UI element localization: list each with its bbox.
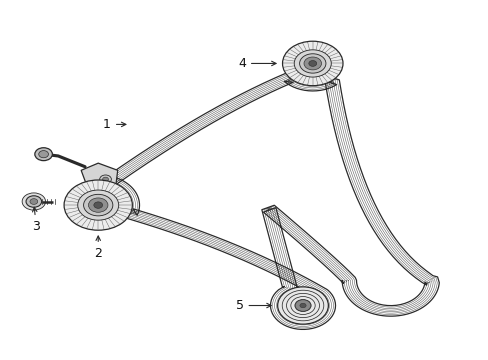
- Text: 1: 1: [103, 118, 125, 131]
- Circle shape: [299, 54, 325, 73]
- Circle shape: [94, 202, 102, 208]
- Circle shape: [22, 193, 45, 210]
- Text: 5: 5: [235, 299, 271, 312]
- Text: 4: 4: [238, 57, 276, 70]
- Circle shape: [308, 60, 316, 66]
- Circle shape: [78, 190, 119, 220]
- Circle shape: [30, 199, 38, 204]
- Circle shape: [88, 198, 108, 212]
- Text: 3: 3: [32, 207, 40, 233]
- Circle shape: [102, 177, 108, 181]
- Circle shape: [100, 175, 111, 184]
- Circle shape: [35, 148, 52, 161]
- Text: 2: 2: [94, 236, 102, 260]
- Circle shape: [282, 41, 342, 86]
- Circle shape: [295, 300, 310, 311]
- Circle shape: [304, 57, 321, 70]
- Polygon shape: [81, 163, 118, 190]
- Circle shape: [294, 50, 330, 77]
- Circle shape: [64, 180, 132, 230]
- Circle shape: [299, 303, 305, 308]
- Circle shape: [26, 196, 41, 207]
- Circle shape: [277, 287, 328, 324]
- Circle shape: [83, 194, 113, 216]
- Circle shape: [39, 150, 48, 158]
